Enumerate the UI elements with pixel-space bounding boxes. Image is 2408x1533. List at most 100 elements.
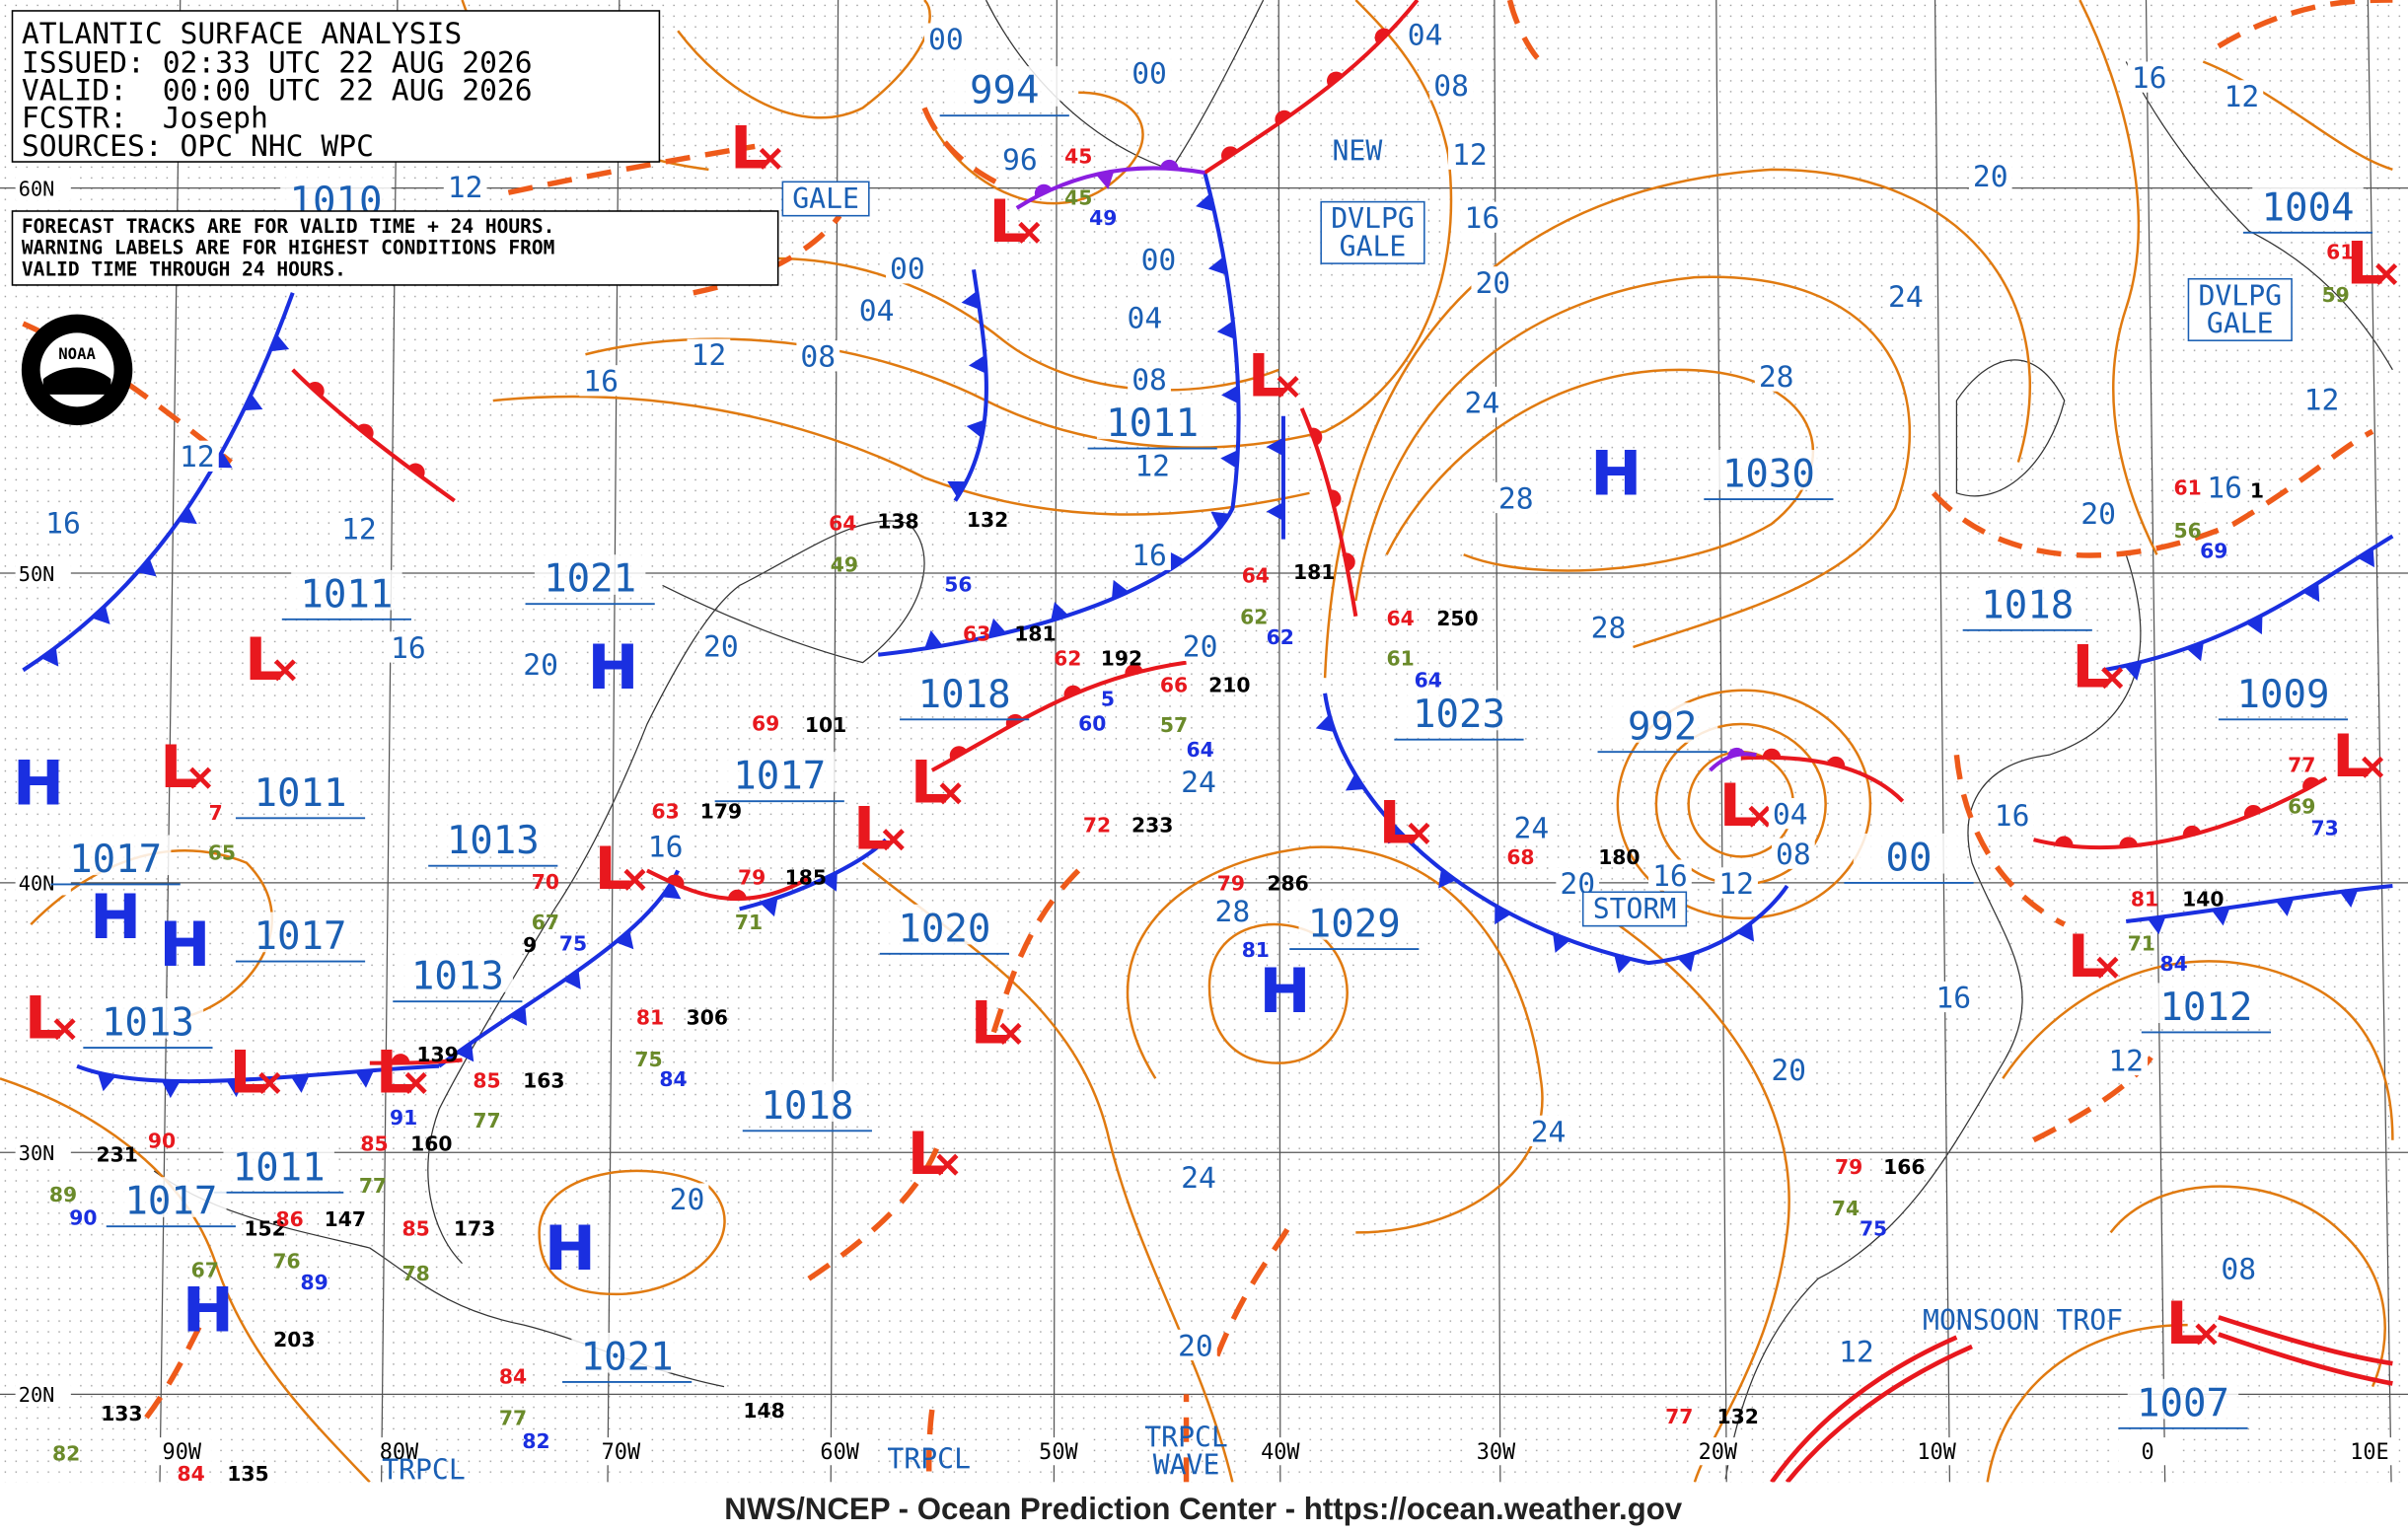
low-center: L	[988, 187, 1026, 256]
isobar-label-bg	[1772, 838, 1815, 869]
cold-front	[2102, 534, 2394, 673]
trough	[990, 868, 1081, 1034]
front-semicircle	[1005, 713, 1024, 728]
low-x	[759, 147, 781, 170]
pressure-label-bg	[1972, 580, 2083, 621]
feature-label: DVLPG	[1331, 202, 1415, 235]
pressure-label-bg	[534, 554, 646, 595]
pressure-label: 1029	[1308, 903, 1401, 947]
isobar-label: 20	[1771, 1053, 1806, 1087]
low-x	[2375, 262, 2398, 286]
high-center: H	[1259, 955, 1310, 1027]
isobar-label-bg	[1128, 56, 1171, 89]
isobar-label: 20	[1475, 265, 1510, 300]
isobar-label-bg	[643, 830, 688, 862]
lon-label: 0	[2141, 1440, 2153, 1465]
station-value: 7	[209, 801, 223, 825]
lat-label: 60N	[19, 177, 55, 200]
station-value: 63	[963, 622, 990, 646]
front-triangle	[2339, 889, 2359, 908]
low-x	[882, 829, 905, 851]
isobar-label: 16	[648, 829, 684, 863]
isobar	[2109, 1185, 2386, 1388]
isobar-label-bg	[337, 513, 381, 545]
isobar	[30, 849, 273, 1018]
pressure-label-bg	[92, 998, 204, 1039]
isobar-label-bg	[665, 1183, 709, 1214]
pressure-label-bg	[752, 1081, 863, 1122]
isobar-label-bg	[2220, 80, 2264, 111]
front-triangle	[1553, 933, 1570, 953]
station-value: 72	[1083, 813, 1111, 837]
feature-label: TRPCL	[1144, 1422, 1228, 1454]
trough	[807, 1138, 943, 1281]
station-value: 85	[473, 1069, 500, 1093]
pressure-label-bg	[1713, 450, 1825, 490]
station-value: 67	[532, 911, 559, 934]
trough	[2217, 0, 2393, 49]
isobar-label-bg	[1448, 138, 1492, 170]
front-triangle	[1677, 952, 1696, 973]
station-value: 148	[743, 1399, 784, 1423]
pressure-label: 994	[970, 69, 1040, 113]
station-value: 192	[1101, 647, 1142, 671]
pressure-label: 1018	[1981, 583, 2074, 627]
na-coast	[427, 520, 925, 1265]
isobar-label: 08	[1131, 362, 1167, 397]
lon-label-box	[2340, 1437, 2399, 1466]
pressure-label-bg	[2227, 670, 2339, 710]
low-x	[2096, 956, 2119, 979]
isobar-label-bg	[519, 648, 563, 680]
station-value: 65	[208, 840, 236, 864]
front-semicircle	[1326, 71, 1344, 87]
lon-label: 10E	[2350, 1440, 2388, 1465]
isobar-label-bg	[1932, 981, 1976, 1013]
pressure-label-bg	[2151, 983, 2262, 1024]
pressure-label-bg	[909, 670, 1020, 710]
isobar-label-bg	[1715, 867, 1758, 899]
front-triangle	[966, 419, 985, 438]
pressure-label-bg	[2127, 1378, 2239, 1420]
isobar-label-bg	[2127, 61, 2171, 93]
high-center: H	[182, 1274, 234, 1346]
pressure-label: 1023	[1413, 693, 1505, 737]
lat-label-box	[15, 1139, 71, 1165]
isobar-label: 16	[1995, 798, 2030, 833]
isobar-label: 24	[1465, 386, 1500, 420]
cold-front	[437, 869, 681, 1068]
front-semicircle	[728, 889, 747, 899]
feature-label: GALE	[792, 182, 859, 215]
lon-label: 50W	[1039, 1440, 1078, 1465]
feature-label: TRPCL	[382, 1453, 466, 1486]
station-value: 64	[1386, 607, 1414, 630]
front-triangle	[1495, 905, 1511, 925]
low-center: L	[2072, 633, 2109, 701]
front-triangle	[1095, 171, 1115, 189]
trough	[1953, 755, 2066, 927]
station-value: 89	[300, 1271, 328, 1294]
station-value: 82	[52, 1442, 80, 1466]
pressure-label-bg	[1298, 900, 1410, 940]
footer: NWS/NCEP - Ocean Prediction Center - htt…	[724, 1492, 1682, 1526]
header-title: ATLANTIC SURFACE ANALYSIS	[22, 16, 462, 50]
isobar-label: 16	[1465, 200, 1500, 235]
isobar-label: 04	[1773, 797, 1808, 832]
isobar-label: 08	[800, 339, 836, 374]
isobar-label-bg	[1509, 812, 1554, 843]
front-triangle	[947, 480, 967, 498]
pressure-label-bg	[1096, 399, 1208, 440]
station-value: 77	[1665, 1405, 1693, 1428]
isobar-label-bg	[1754, 360, 1798, 392]
lat-label: 30N	[19, 1141, 55, 1165]
pressure-label: 00	[1885, 836, 1932, 880]
lon-label-box	[591, 1437, 651, 1466]
lat-label-box	[15, 176, 71, 201]
trough	[2032, 1046, 2159, 1143]
front-semicircle	[407, 463, 425, 478]
station-value: 1	[2250, 478, 2264, 502]
lon-label: 30W	[1477, 1440, 1516, 1465]
front-semicircle	[1309, 427, 1323, 446]
front-triangle	[137, 558, 157, 577]
pressure-label: 1011	[300, 572, 393, 617]
